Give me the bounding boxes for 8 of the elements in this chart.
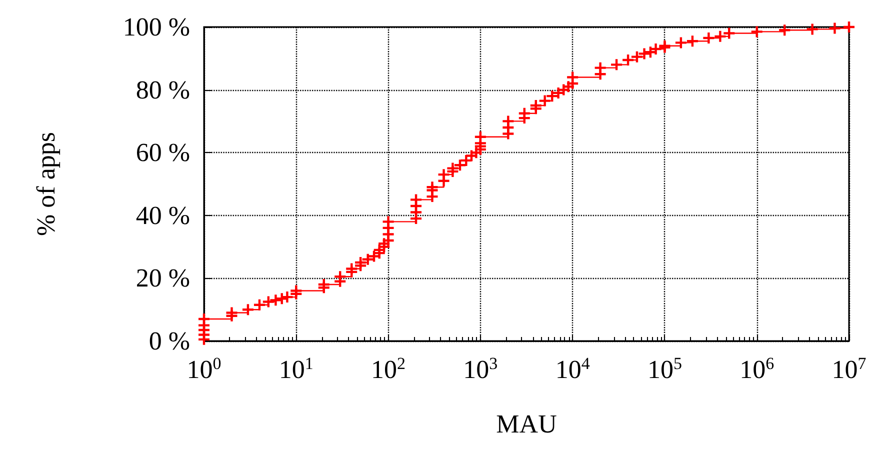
y-tick-label: 0 % xyxy=(148,326,190,356)
y-tick-label: 80 % xyxy=(136,75,190,104)
y-tick-label: 100 % xyxy=(122,12,190,42)
y-tick-label: 40 % xyxy=(136,200,190,230)
x-axis-title: MAU xyxy=(496,410,558,438)
y-tick-label: 60 % xyxy=(136,138,190,168)
y-axis-title: % of apps xyxy=(32,132,60,236)
y-tick-label: 20 % xyxy=(136,264,190,293)
